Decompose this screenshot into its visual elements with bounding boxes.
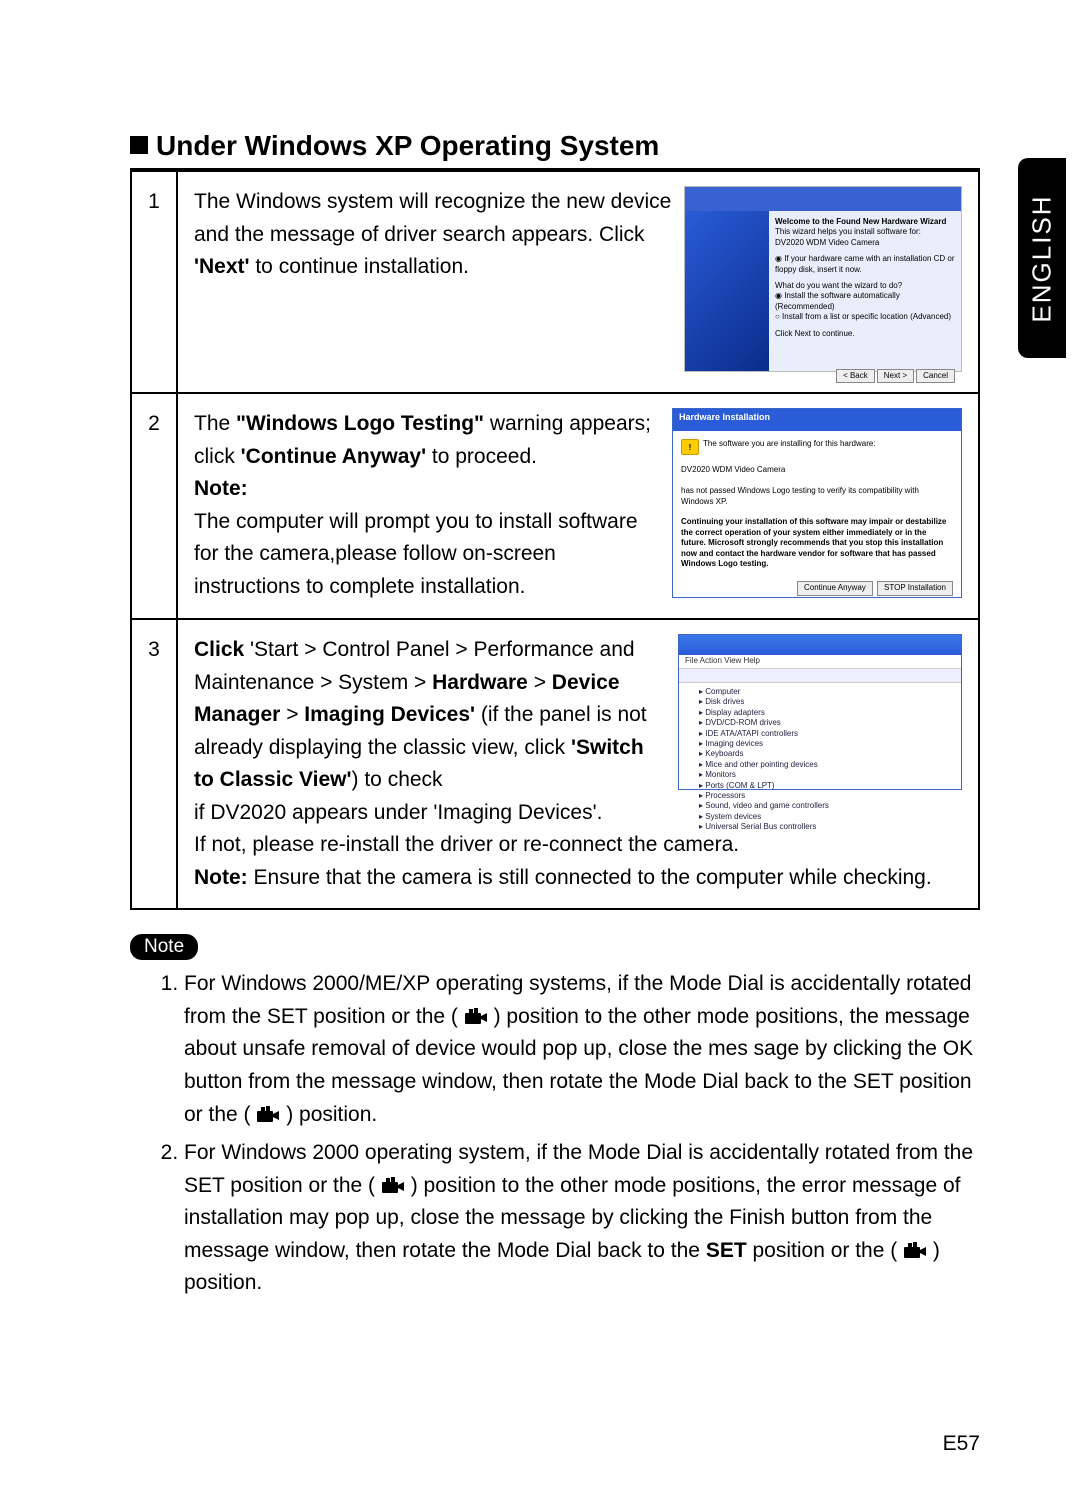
step-row: 2 Hardware Installation !The software yo…	[131, 393, 979, 619]
section-title: Under Windows XP Operating System	[130, 130, 980, 162]
square-bullet-icon	[130, 136, 148, 154]
step-number: 3	[131, 619, 177, 909]
step-body: File Action View Help ▸ Computer▸ Disk d…	[177, 619, 979, 909]
note-pill: Note	[130, 934, 198, 960]
step-row: 3 File Action View Help ▸ Computer▸ Disk…	[131, 619, 979, 909]
step-number: 2	[131, 393, 177, 619]
section-title-text: Under Windows XP Operating System	[156, 130, 659, 161]
page-number: E57	[943, 1432, 980, 1456]
screenshot-device-manager: File Action View Help ▸ Computer▸ Disk d…	[678, 634, 962, 790]
screenshot-wizard: Welcome to the Found New Hardware Wizard…	[684, 186, 962, 372]
notes-list: For Windows 2000/ME/XP operating systems…	[130, 968, 980, 1299]
steps-table: 1 Welcome to the Found New Hardware Wiza…	[130, 170, 980, 910]
note-item: For Windows 2000 operating system, if th…	[184, 1137, 980, 1300]
step-body: Welcome to the Found New Hardware Wizard…	[177, 171, 979, 393]
step-number: 1	[131, 171, 177, 393]
step-row: 1 Welcome to the Found New Hardware Wiza…	[131, 171, 979, 393]
page-content: Under Windows XP Operating System 1 Welc…	[0, 0, 1080, 1346]
screenshot-warning: Hardware Installation !The software you …	[672, 408, 962, 598]
step-body: Hardware Installation !The software you …	[177, 393, 979, 619]
note-item: For Windows 2000/ME/XP operating systems…	[184, 968, 980, 1131]
